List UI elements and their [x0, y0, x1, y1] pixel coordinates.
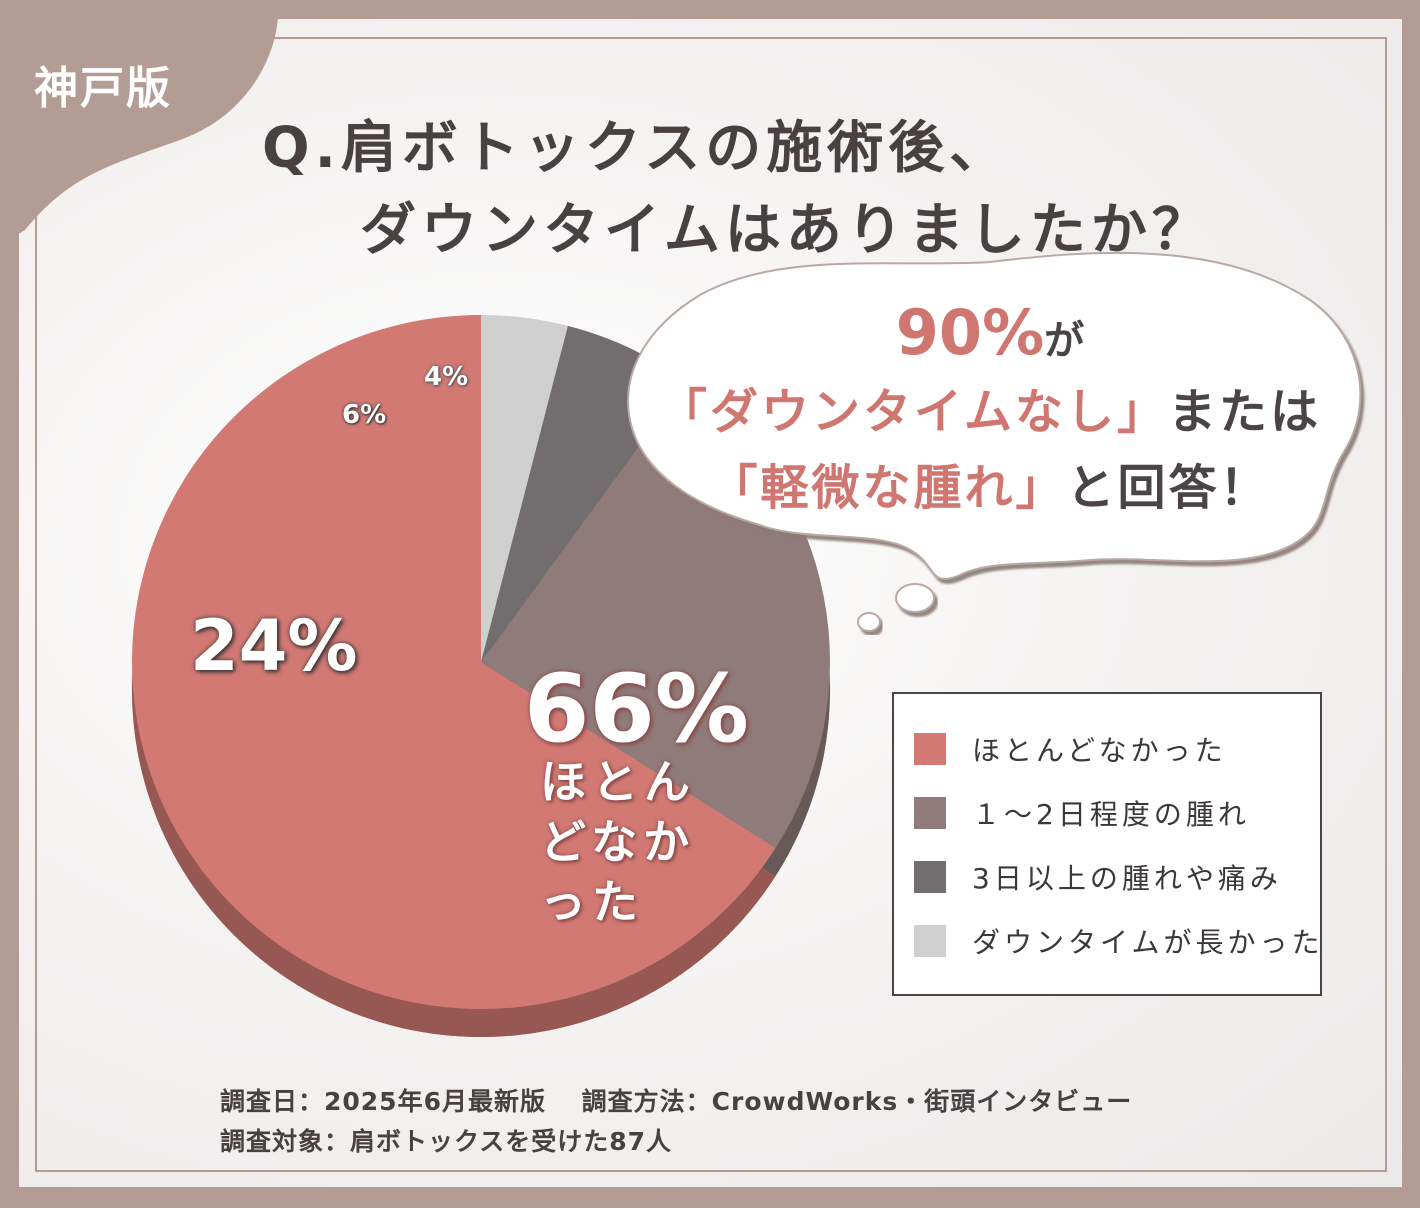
- slice-label-second: 24%: [190, 605, 358, 687]
- legend-label: １～2日程度の腫れ: [972, 798, 1250, 831]
- legend-item: ほとんどなかった: [914, 732, 1227, 767]
- callout-line-3: 「軽微な腫れ」と回答！: [620, 448, 1360, 518]
- pie-slice: [481, 315, 568, 662]
- question-line-1: Q.肩ボトックスの施術後、: [262, 116, 1011, 181]
- inner-frame: [35, 37, 1387, 1172]
- callout-line-3-rest: と回答！: [1066, 460, 1271, 516]
- legend-swatch: [914, 925, 946, 957]
- question-line-2: ダウンタイムはありましたか？: [360, 198, 1213, 263]
- callout-headline-suffix: が: [1044, 318, 1085, 364]
- chart-legend: ほとんどなかった １～2日程度の腫れ 3日以上の腫れや痛み ダウンタイムが長かっ…: [892, 692, 1322, 996]
- legend-label: ほとんどなかった: [972, 734, 1227, 767]
- legend-item: ダウンタイムが長かった: [914, 924, 1324, 959]
- survey-note-2: 調査対象：肩ボトックスを受けた87人: [220, 1127, 673, 1156]
- callout-line-2: 「ダウンタイムなし」または: [620, 372, 1360, 442]
- slice-label-main-value: 66%: [524, 655, 749, 764]
- legend-item: １～2日程度の腫れ: [914, 796, 1250, 831]
- slice-label-fourth: 4%: [424, 362, 469, 392]
- callout-headline-value: 90%: [895, 296, 1045, 369]
- slice-label-main-text: ほとんどなかった: [540, 755, 696, 929]
- legend-item: 3日以上の腫れや痛み: [914, 860, 1282, 895]
- callout-highlight-2: 「軽微な腫れ」: [709, 460, 1067, 516]
- callout-highlight-1: 「ダウンタイムなし」: [658, 384, 1169, 440]
- survey-note-1: 調査日：2025年6月最新版 調査方法：CrowdWorks・街頭インタビュー: [220, 1087, 1133, 1116]
- legend-label: 3日以上の腫れや痛み: [972, 862, 1282, 895]
- legend-swatch: [914, 861, 946, 893]
- region-badge: 神戸版: [34, 63, 172, 114]
- legend-swatch: [914, 797, 946, 829]
- legend-label: ダウンタイムが長かった: [972, 926, 1324, 959]
- slice-label-third: 6%: [342, 400, 387, 430]
- legend-swatch: [914, 733, 946, 765]
- callout-line-2-rest: または: [1168, 384, 1322, 440]
- region-corner-shape: [0, 0, 279, 245]
- pie-slice: [132, 315, 776, 1009]
- callout-headline: 90%が: [620, 296, 1360, 369]
